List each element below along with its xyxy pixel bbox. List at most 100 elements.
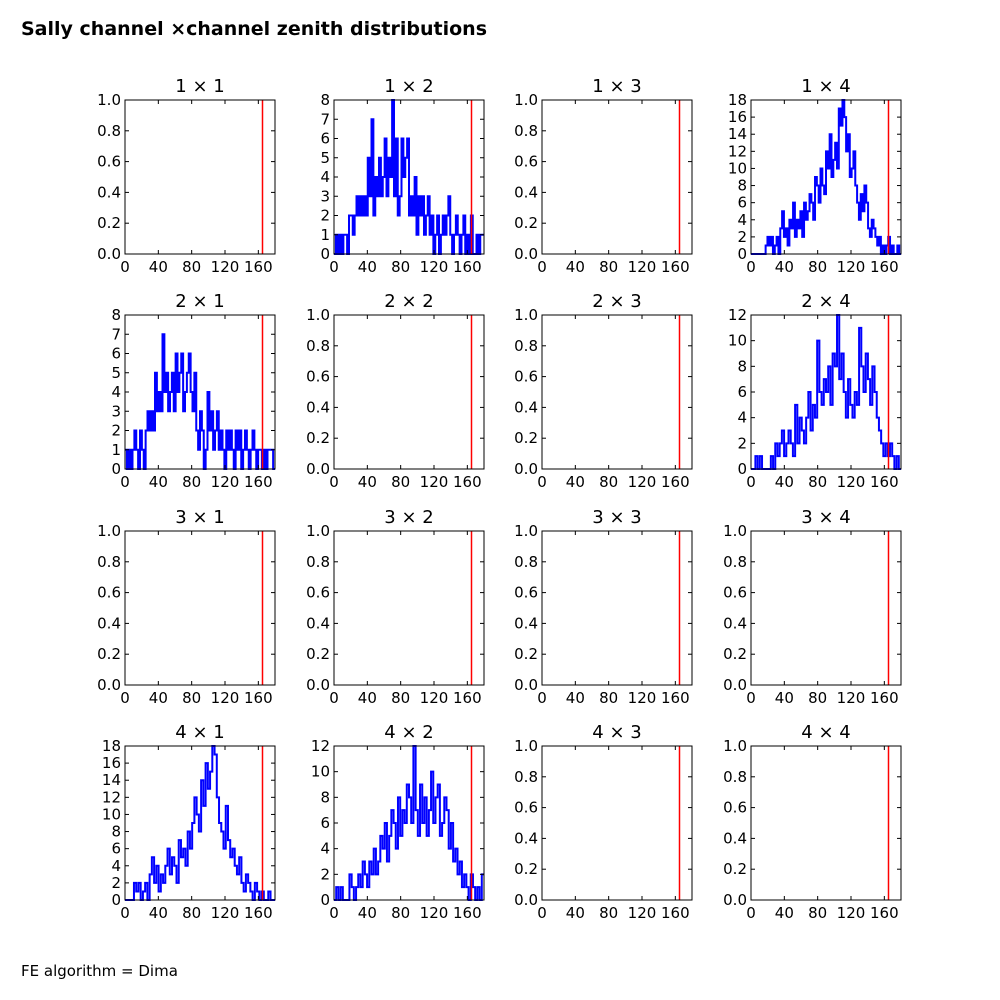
x-tick-label: 160 — [453, 473, 482, 491]
y-tick-label: 0.2 — [514, 860, 538, 878]
y-tick-label: 4 — [111, 383, 121, 401]
y-tick-label: 10 — [728, 159, 747, 177]
y-tick-label: 18 — [728, 91, 747, 109]
x-tick-label: 40 — [149, 904, 168, 922]
x-tick-label: 80 — [391, 473, 410, 491]
subplot-8: 2 × 4 0 40 80 120 160 0 2 4 6 8 10 12 — [728, 291, 902, 491]
y-tick-label: 0.6 — [306, 368, 330, 386]
y-tick-label: 14 — [728, 125, 747, 143]
x-tick-label: 40 — [775, 473, 794, 491]
x-tick-label: 120 — [628, 258, 657, 276]
x-tick-label: 40 — [566, 904, 585, 922]
x-tick-label: 40 — [775, 258, 794, 276]
y-tick-label: 6 — [737, 383, 747, 401]
y-tick-label: 6 — [111, 345, 121, 363]
x-tick-label: 120 — [837, 258, 866, 276]
x-tick-label: 40 — [566, 258, 585, 276]
y-tick-label: 0.2 — [306, 645, 330, 663]
x-tick-label: 0 — [329, 258, 339, 276]
x-tick-label: 120 — [211, 689, 240, 707]
y-tick-label: 12 — [728, 142, 747, 160]
y-tick-label: 0.6 — [723, 584, 747, 602]
x-tick-label: 40 — [775, 904, 794, 922]
y-tick-label: 4 — [320, 840, 330, 858]
x-tick-label: 40 — [358, 258, 377, 276]
subplot-title: 4 × 4 — [801, 722, 850, 743]
x-tick-label: 40 — [149, 473, 168, 491]
y-tick-label: 6 — [111, 840, 121, 858]
y-tick-label: 0.4 — [514, 614, 538, 632]
x-tick-label: 40 — [358, 689, 377, 707]
y-tick-label: 0.8 — [514, 768, 538, 786]
x-tick-label: 40 — [149, 258, 168, 276]
y-tick-label: 0.4 — [514, 183, 538, 201]
y-tick-label: 1.0 — [97, 522, 121, 540]
x-tick-label: 120 — [420, 689, 449, 707]
y-tick-label: 8 — [111, 823, 121, 841]
y-tick-label: 1.0 — [306, 522, 330, 540]
y-tick-label: 0.2 — [514, 645, 538, 663]
y-tick-label: 2 — [320, 865, 330, 883]
x-tick-label: 40 — [358, 904, 377, 922]
figure-title: Sally channel ×channel zenith distributi… — [21, 18, 488, 40]
x-tick-label: 160 — [244, 904, 273, 922]
x-tick-label: 80 — [808, 473, 827, 491]
y-tick-label: 0.2 — [514, 429, 538, 447]
y-tick-label: 6 — [320, 814, 330, 832]
plot-frame — [750, 99, 902, 255]
y-tick-label: 1.0 — [514, 522, 538, 540]
subplot-6: 2 × 2 0 40 80 120 160 0.0 0.2 0.4 0.6 0.8 1.0 — [306, 291, 485, 491]
y-tick-label: 6 — [320, 130, 330, 148]
histogram-series — [125, 745, 275, 901]
y-tick-label: 0.4 — [306, 398, 330, 416]
plot-frame — [333, 530, 485, 686]
plot-frame — [750, 530, 902, 686]
x-tick-label: 80 — [182, 473, 201, 491]
y-tick-label: 12 — [728, 306, 747, 324]
y-tick-label: 1.0 — [97, 91, 121, 109]
x-tick-label: 80 — [599, 473, 618, 491]
x-tick-label: 120 — [420, 904, 449, 922]
y-tick-label: 1.0 — [514, 91, 538, 109]
x-tick-label: 160 — [661, 689, 690, 707]
y-tick-label: 0 — [737, 460, 747, 478]
x-tick-label: 160 — [453, 689, 482, 707]
x-tick-label: 80 — [391, 689, 410, 707]
y-tick-label: 0.2 — [97, 645, 121, 663]
x-tick-label: 120 — [628, 473, 657, 491]
subplot-title: 3 × 2 — [384, 507, 433, 528]
y-tick-label: 0.4 — [514, 398, 538, 416]
y-tick-label: 4 — [320, 168, 330, 186]
subplot-3: 1 × 3 0 40 80 120 160 0.0 0.2 0.4 0.6 0.8 1.0 — [514, 76, 693, 276]
plot-frame — [124, 530, 276, 686]
y-tick-label: 1 — [320, 226, 330, 244]
y-tick-label: 0.8 — [723, 768, 747, 786]
y-tick-label: 12 — [311, 737, 330, 755]
y-tick-label: 0.6 — [97, 153, 121, 171]
subplot-title: 3 × 3 — [592, 507, 641, 528]
x-tick-label: 120 — [211, 473, 240, 491]
x-tick-label: 160 — [244, 689, 273, 707]
y-tick-label: 0 — [111, 460, 121, 478]
y-tick-label: 0.6 — [514, 368, 538, 386]
y-tick-label: 8 — [737, 357, 747, 375]
y-tick-label: 4 — [737, 211, 747, 229]
x-tick-label: 0 — [746, 904, 756, 922]
subplot-title: 1 × 1 — [175, 76, 224, 97]
y-tick-label: 6 — [737, 194, 747, 212]
histogram-series — [125, 333, 275, 470]
y-tick-label: 0.0 — [97, 676, 121, 694]
subplot-title: 2 × 4 — [801, 291, 850, 312]
y-tick-label: 0.2 — [514, 214, 538, 232]
x-tick-label: 80 — [182, 904, 201, 922]
subplot-10: 3 × 2 0 40 80 120 160 0.0 0.2 0.4 0.6 0.8 1.0 — [306, 507, 485, 707]
x-tick-label: 160 — [870, 258, 899, 276]
x-tick-label: 160 — [870, 689, 899, 707]
subplot-11: 3 × 3 0 40 80 120 160 0.0 0.2 0.4 0.6 0.8 1.0 — [514, 507, 693, 707]
y-tick-label: 8 — [320, 788, 330, 806]
y-tick-label: 0.8 — [514, 122, 538, 140]
y-tick-label: 5 — [111, 364, 121, 382]
y-tick-label: 0.2 — [306, 429, 330, 447]
